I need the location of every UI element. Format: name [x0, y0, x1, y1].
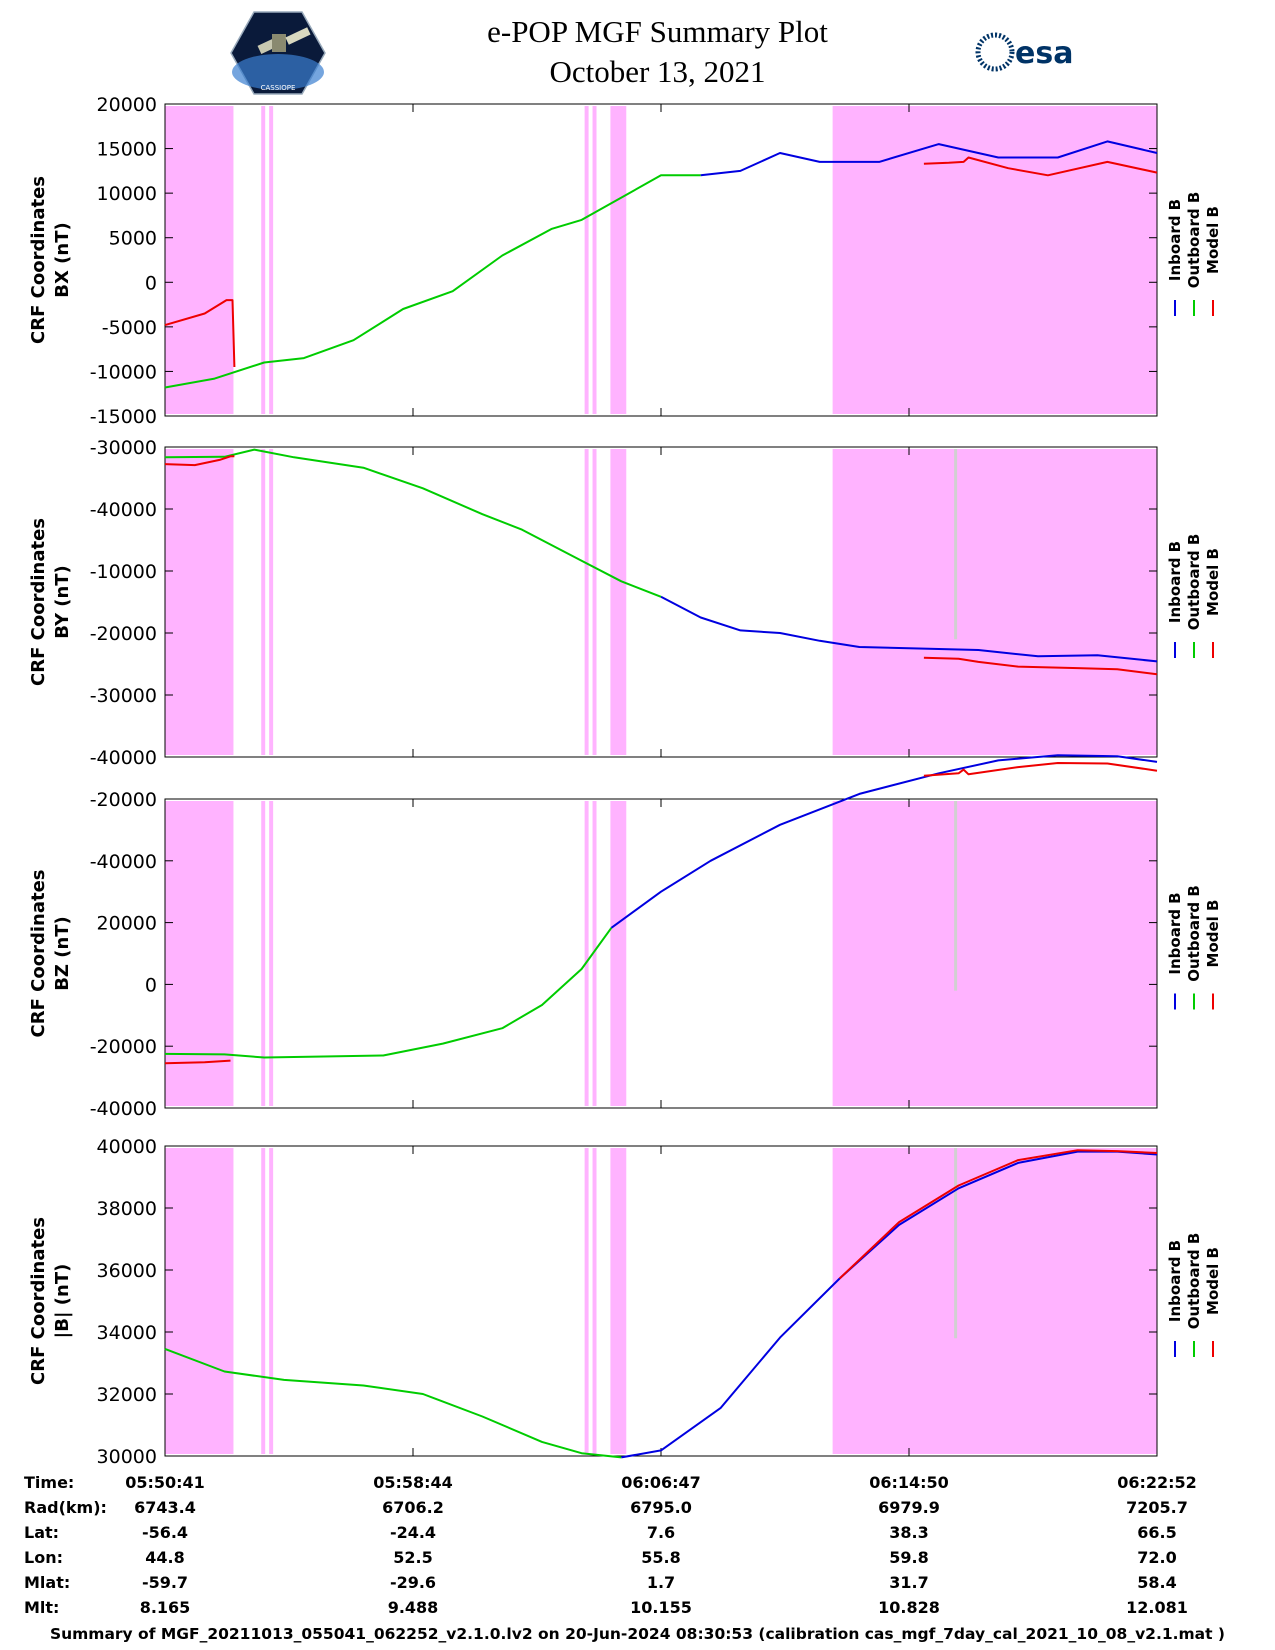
series-line-inboard — [610, 754, 1158, 929]
gap-shade — [269, 106, 274, 414]
gap-shade — [832, 106, 1157, 414]
svg-text:CASSIOPE: CASSIOPE — [261, 84, 296, 92]
y-tick-label: 5000 — [109, 228, 157, 250]
series-line-model — [838, 1149, 1158, 1280]
legend-label: Inboard B — [1166, 1240, 1184, 1322]
legend-label: Model B — [1204, 206, 1222, 274]
y-tick-label: 0 — [145, 272, 157, 294]
gap-shade — [584, 1148, 589, 1454]
y-tick-label: -30000 — [90, 437, 157, 459]
legend-label: Inboard B — [1166, 892, 1184, 974]
legend-label: Outboard B — [1185, 1233, 1203, 1330]
y-tick-label: 0 — [145, 974, 157, 996]
y-tick-label: -40000 — [90, 499, 157, 521]
gap-shade — [592, 801, 597, 1106]
gap-shade — [610, 801, 627, 1106]
esa-logo: esa — [975, 32, 1073, 72]
cassiope-satellite-logo: CASSIOPE — [230, 11, 326, 95]
gap-shade — [269, 801, 274, 1106]
legend-label: Outboard B — [1185, 534, 1203, 631]
gap-shade — [832, 801, 1157, 1106]
y-tick-label: -20000 — [90, 789, 157, 811]
y-axis-label: CRF Coordinates — [28, 176, 49, 344]
gap-shade — [165, 1148, 234, 1454]
y-tick-label: -30000 — [90, 685, 157, 707]
gap-shade — [261, 1148, 266, 1454]
gap-shade — [592, 106, 597, 414]
y-tick-label: 20000 — [97, 913, 157, 935]
series-line-model — [164, 455, 235, 467]
y-tick-label: 34000 — [97, 1322, 157, 1344]
series-line-outboard — [164, 174, 701, 389]
series-line-model — [923, 762, 1158, 777]
plot-title: e-POP MGF Summary Plot — [487, 14, 828, 49]
y-axis-label: CRF Coordinates — [28, 1217, 49, 1385]
y-tick-label: 32000 — [97, 1384, 157, 1406]
svg-text:esa: esa — [1015, 36, 1073, 71]
series-line-model — [164, 1059, 231, 1065]
y-tick-label: -20000 — [90, 1036, 157, 1058]
gap-shade — [832, 1148, 1157, 1454]
series-line-outboard — [164, 927, 613, 1059]
gap-shade — [832, 449, 1157, 755]
y-tick-label: 40000 — [97, 1136, 157, 1158]
series-line-model — [164, 299, 236, 368]
y-tick-label: -5000 — [102, 317, 157, 339]
gap-shade — [261, 801, 266, 1106]
y-tick-label: -40000 — [90, 747, 157, 769]
legend-label: Model B — [1204, 1247, 1222, 1315]
legend-label: Inboard B — [1166, 541, 1184, 623]
series-line-inboard — [621, 1150, 1158, 1459]
gap-shade — [592, 449, 597, 755]
y-tick-label: 20000 — [97, 94, 157, 116]
series-line-model — [923, 656, 1158, 676]
legend-label: Outboard B — [1185, 885, 1203, 982]
gap-shade — [584, 449, 589, 755]
gap-shade — [165, 106, 234, 414]
y-tick-label: 36000 — [97, 1260, 157, 1282]
series-line-inboard — [660, 595, 1158, 663]
y-tick-label: -40000 — [90, 1098, 157, 1120]
gap-shade — [610, 106, 627, 414]
y-axis-label: |B| (nT) — [52, 1264, 73, 1339]
gap-shade — [269, 449, 274, 755]
y-tick-label: 15000 — [97, 139, 157, 161]
y-tick-label: -40000 — [90, 851, 157, 873]
series-line-model — [923, 156, 1158, 177]
series-line-outboard — [164, 1347, 622, 1459]
gap-shade — [610, 449, 627, 755]
y-tick-label: -10000 — [90, 561, 157, 583]
legend-label: Model B — [1204, 900, 1222, 968]
series-line-outboard — [164, 448, 662, 598]
gap-shade — [584, 106, 589, 414]
y-axis-label: BZ (nT) — [52, 916, 73, 991]
y-axis-label: BY (nT) — [52, 565, 73, 639]
y-tick-label: -10000 — [90, 361, 157, 383]
gap-shade — [610, 1148, 627, 1454]
y-tick-label: -15000 — [90, 406, 157, 428]
gap-shade — [584, 801, 589, 1106]
plot-date: October 13, 2021 — [549, 54, 766, 89]
gap-shade — [261, 106, 266, 414]
legend-label: Model B — [1204, 548, 1222, 616]
y-tick-label: 10000 — [97, 183, 157, 205]
y-tick-label: -20000 — [90, 623, 157, 645]
summary-footer: Summary of MGF_20211013_055041_062252_v2… — [49, 1625, 1226, 1643]
series-line-inboard — [700, 140, 1158, 177]
gap-shade — [261, 449, 266, 755]
legend-label: Inboard B — [1166, 199, 1184, 281]
y-axis-label: BX (nT) — [52, 222, 73, 297]
y-axis-label: CRF Coordinates — [28, 518, 49, 686]
gap-shade — [165, 449, 234, 755]
y-tick-label: 30000 — [97, 1446, 157, 1468]
gap-shade — [269, 1148, 274, 1454]
legend-label: Outboard B — [1185, 192, 1203, 289]
gap-shade — [592, 1148, 597, 1454]
y-tick-label: 38000 — [97, 1198, 157, 1220]
y-axis-label: CRF Coordinates — [28, 870, 49, 1038]
